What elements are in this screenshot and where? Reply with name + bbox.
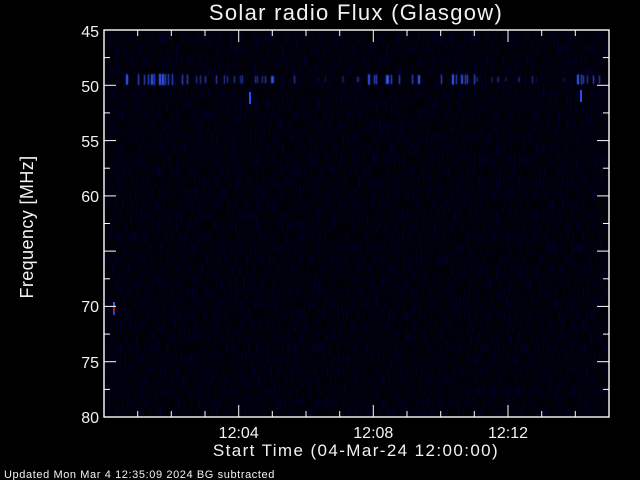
svg-text:70: 70 bbox=[81, 299, 99, 316]
svg-text:50: 50 bbox=[81, 79, 99, 96]
svg-text:80: 80 bbox=[81, 410, 99, 427]
svg-text:12:04: 12:04 bbox=[219, 425, 259, 442]
svg-text:Frequency [MHz]: Frequency [MHz] bbox=[17, 155, 37, 298]
svg-text:Updated Mon Mar 4 12:35:09 20: Updated Mon Mar 4 12:35:09 2024 BG subtr… bbox=[4, 469, 275, 480]
svg-text:55: 55 bbox=[81, 134, 99, 151]
svg-text:Solar radio Flux (Glasgow): Solar radio Flux (Glasgow) bbox=[209, 0, 503, 25]
svg-text:12:08: 12:08 bbox=[353, 425, 393, 442]
svg-text:45: 45 bbox=[81, 24, 99, 41]
svg-text:75: 75 bbox=[81, 355, 99, 372]
svg-text:Start Time (04-Mar-24 12:00:00: Start Time (04-Mar-24 12:00:00) bbox=[213, 441, 499, 460]
svg-text:60: 60 bbox=[81, 189, 99, 206]
svg-text:12:12: 12:12 bbox=[488, 425, 528, 442]
